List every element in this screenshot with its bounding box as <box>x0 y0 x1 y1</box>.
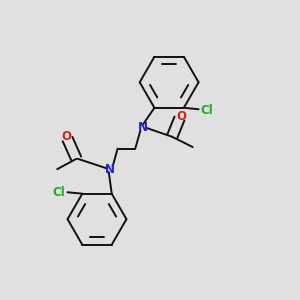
Text: O: O <box>176 110 186 123</box>
Text: N: N <box>105 163 115 176</box>
Text: O: O <box>61 130 71 143</box>
Text: Cl: Cl <box>53 186 65 199</box>
Text: Cl: Cl <box>201 104 213 117</box>
Text: N: N <box>138 122 148 134</box>
